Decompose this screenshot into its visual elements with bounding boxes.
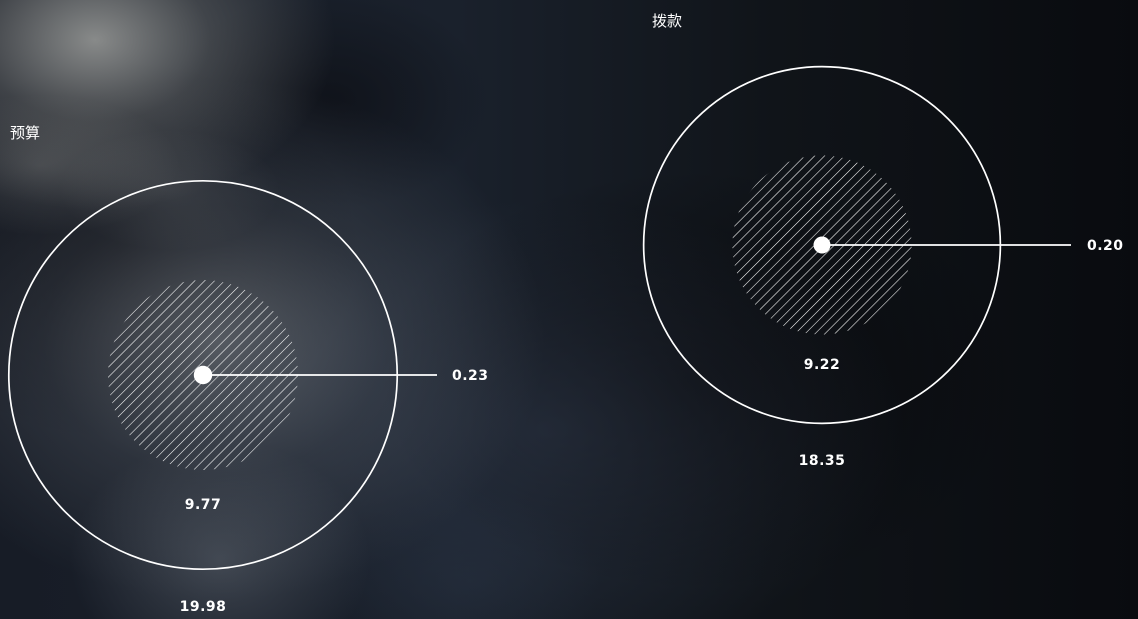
outer-value-label: 19.98: [180, 599, 227, 615]
chart-2: 拨款 0.20 9.22 18.35: [642, 12, 1124, 469]
chart-title: 拨款: [652, 12, 682, 30]
outer-value-label: 18.35: [799, 453, 846, 469]
inner-value-label: 9.22: [804, 357, 841, 373]
center-value-label: 0.20: [1087, 238, 1124, 254]
center-value-label: 0.23: [452, 368, 489, 384]
chart-title: 预算: [10, 124, 40, 142]
center-dot: [813, 236, 831, 254]
center-dot: [193, 365, 213, 385]
chart-1: 预算 0.23 9.77 19.98: [7, 124, 489, 615]
inner-value-label: 9.77: [185, 497, 222, 513]
